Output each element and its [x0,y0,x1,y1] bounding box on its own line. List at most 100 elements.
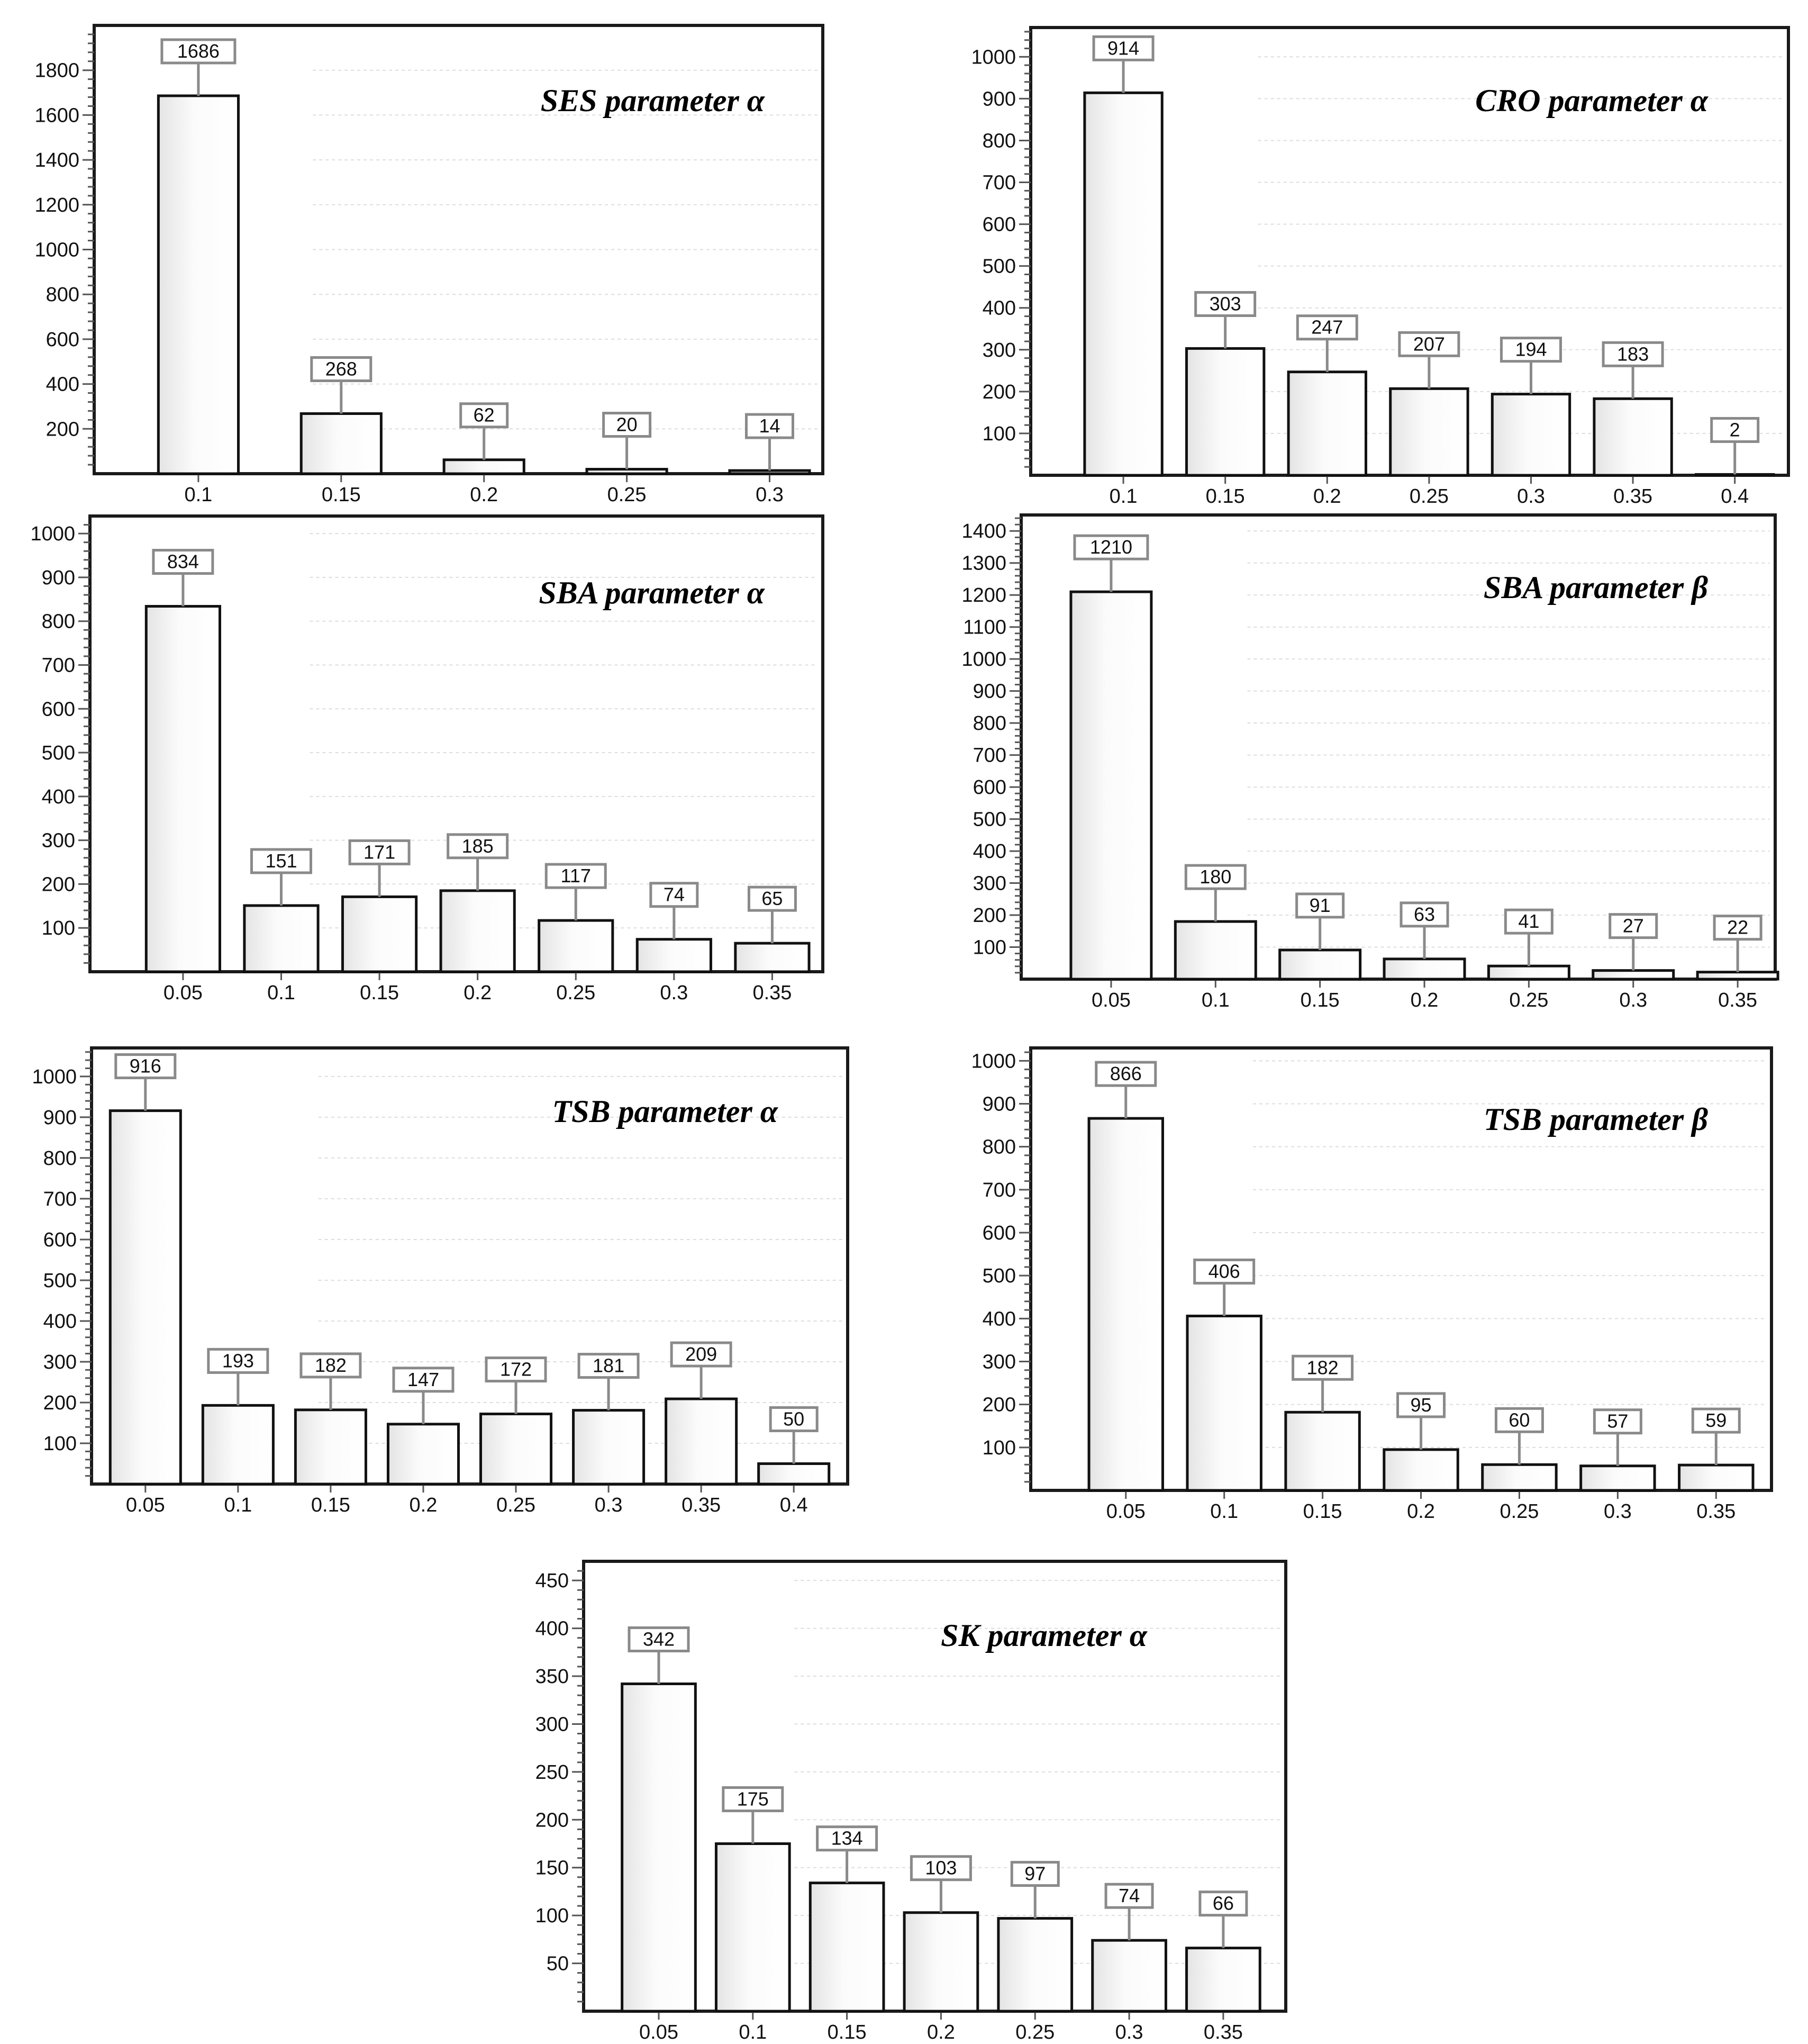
x-tick-label: 0.15 [1301,989,1340,1011]
data-label: 147 [407,1369,439,1390]
x-tick-label: 0.1 [267,982,295,1004]
data-label-box [722,1786,784,1813]
bar [439,889,516,973]
y-tick-label: 400 [43,1310,77,1333]
x-tick-label: 0.15 [322,484,361,506]
bar [572,1409,646,1486]
x-tick-label: 0.1 [224,1494,252,1516]
data-label: 303 [1210,293,1241,314]
data-label-box [1198,1891,1248,1917]
bar [757,1462,831,1486]
x-tick-label: 0.25 [607,484,647,506]
data-label: 866 [1110,1063,1142,1084]
bar [1185,347,1266,477]
x-tick-label: 0.25 [1410,485,1449,508]
chart-panel-6: 100 200 300 400 500 600 700 800 900 1000 866 0.05 40… [971,1046,1773,1523]
data-label-box [769,1406,819,1432]
data-label-box [310,356,372,383]
y-tick-label: 900 [42,567,75,589]
x-tick-label: 0.35 [752,982,792,1004]
y-tick-label: 350 [535,1666,569,1688]
y-tick-label: 800 [973,712,1006,735]
y-tick-label: 300 [973,873,1006,895]
chart-panel-5: 100 200 300 400 500 600 700 800 900 1000 916 0.05 19… [32,1046,849,1516]
y-tick-label: 300 [43,1351,77,1373]
x-tick-label: 0.3 [1619,989,1647,1011]
data-label-box [910,1855,972,1882]
data-label: 41 [1518,910,1539,932]
data-label: 59 [1705,1409,1727,1431]
chart-title: TSB parameter β [1484,1102,1708,1137]
y-tick-label: 1000 [34,239,79,261]
data-label-box [1092,35,1155,61]
bar [1083,91,1164,477]
y-tick-label: 1000 [971,1050,1016,1072]
x-tick-label: 0.3 [756,484,784,506]
data-label-box [250,848,312,874]
data-label-box [1691,1407,1741,1434]
y-tick-label: 900 [973,681,1006,703]
data-label-box [348,839,411,865]
x-tick-label: 0.2 [410,1494,438,1516]
data-label-box [1296,314,1358,341]
bar [1185,1947,1261,2013]
data-label: 180 [1200,866,1231,888]
data-label: 194 [1515,339,1547,360]
data-label: 63 [1414,903,1435,925]
y-tick-label: 700 [43,1188,77,1210]
data-label: 342 [643,1628,675,1650]
chart-panel-3: 100 200 300 400 500 600 700 800 900 1000 834 0.05 15… [30,514,824,1004]
data-label-box [1398,331,1460,357]
x-tick-label: 0.3 [660,982,688,1004]
x-tick-label: 0.05 [639,2021,678,2043]
data-label: 209 [685,1343,717,1365]
data-label: 268 [325,358,357,380]
data-label: 74 [664,884,685,906]
data-label-box [1494,1407,1544,1433]
data-label-box [816,1825,878,1852]
y-tick-label: 200 [535,1809,569,1831]
data-label: 151 [265,850,297,872]
y-tick-label: 600 [973,776,1006,799]
x-tick-label: 0.35 [1204,2021,1243,2043]
y-tick-label: 300 [983,339,1016,361]
x-tick-label: 0.3 [1115,2021,1143,2043]
y-tick-label: 200 [973,905,1006,927]
data-label-box [544,863,607,889]
plot-frame [90,1046,849,1486]
bar [1678,1463,1755,1492]
y-tick-label: 1600 [34,104,79,126]
data-label-box [1504,908,1553,935]
data-label-box [602,412,652,438]
chart-title: TSB parameter α [552,1094,778,1129]
data-label: 57 [1607,1410,1628,1432]
x-tick-label: 0.1 [1110,485,1138,508]
data-label: 22 [1727,917,1748,938]
x-tick-label: 0.05 [126,1494,165,1516]
bar [635,938,712,973]
y-tick-label: 800 [42,611,75,633]
y-tick-label: 1400 [34,149,79,171]
bar [734,942,811,973]
bar [294,1408,367,1486]
data-label-box [1295,892,1345,919]
y-tick-label: 1400 [961,520,1006,542]
y-tick-label: 1200 [34,194,79,216]
x-tick-label: 0.2 [1407,1500,1435,1523]
x-tick-label: 0.15 [311,1494,350,1516]
data-label-box [114,1053,177,1080]
data-label-box [207,1347,269,1374]
bar [1487,964,1570,981]
bar [665,1397,738,1486]
y-tick-label: 100 [42,917,75,939]
bar [1087,1117,1164,1492]
y-tick-label: 100 [983,423,1016,445]
y-tick-label: 500 [973,809,1006,831]
y-tick-label: 500 [983,256,1016,278]
chart-title: CRO parameter α [1475,83,1709,118]
x-tick-label: 0.2 [927,2021,955,2043]
data-label: 95 [1410,1394,1431,1416]
y-tick-label: 600 [42,698,75,720]
chart-title: SBA parameter α [539,575,765,610]
data-label: 20 [616,414,638,436]
